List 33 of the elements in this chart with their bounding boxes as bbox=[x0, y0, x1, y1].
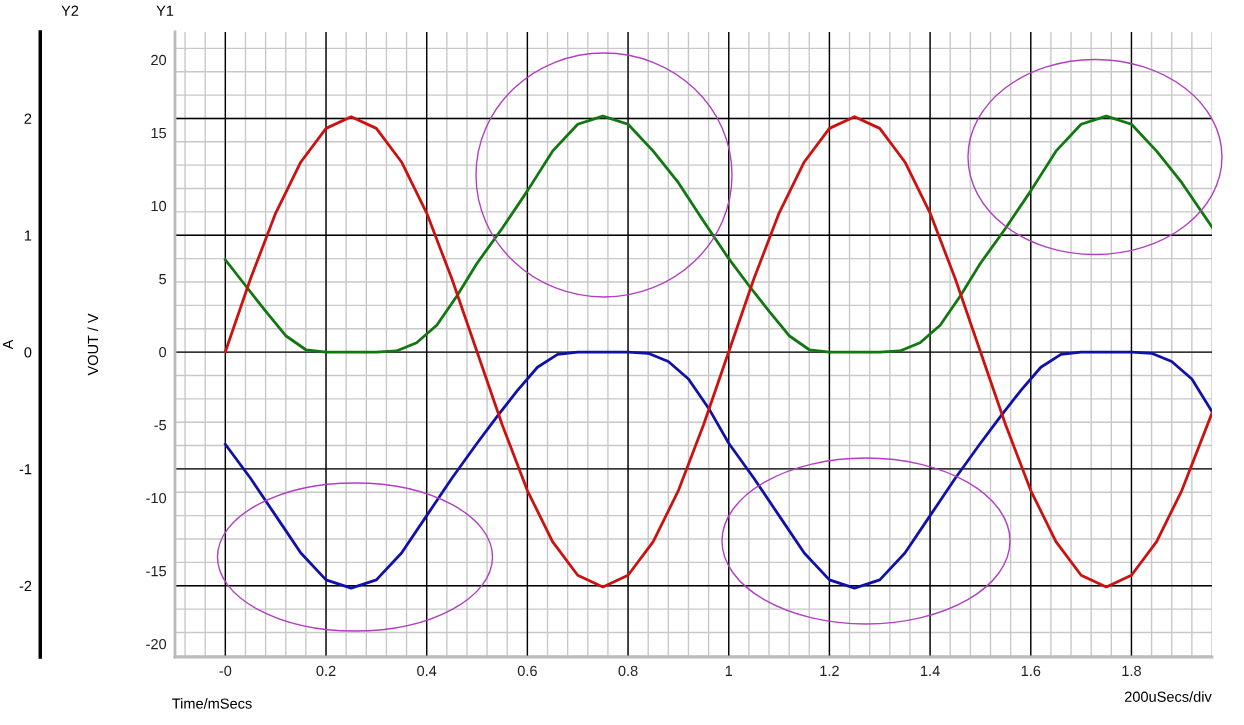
x-tick-label: 1.8 bbox=[1122, 665, 1141, 677]
line-series bbox=[223, 350, 1212, 590]
y2-tick-label: -2 bbox=[19, 580, 32, 592]
x-tick-label: -0 bbox=[219, 665, 232, 677]
x-tick-label: 1.6 bbox=[1021, 665, 1041, 677]
y-tick-label: 20 bbox=[151, 54, 167, 66]
x-tick-label: 0.4 bbox=[417, 665, 437, 677]
x-tick-label: 1 bbox=[725, 665, 733, 676]
x-axis-title: Time/mSecs bbox=[172, 698, 252, 709]
line-series bbox=[223, 114, 1212, 354]
x-tick-label: 1.2 bbox=[820, 665, 839, 676]
text: Y2 bbox=[61, 5, 79, 16]
y-tick-label: 15 bbox=[151, 128, 167, 139]
y2-axis-title: A bbox=[2, 339, 13, 350]
x-tick-label: 0.6 bbox=[517, 665, 537, 677]
y2-tick-label: 1 bbox=[24, 230, 32, 241]
y2-tick-label: 0 bbox=[24, 347, 32, 358]
line-series bbox=[223, 115, 1212, 589]
y-tick-label: 10 bbox=[151, 200, 167, 212]
y-tick-label: 0 bbox=[159, 346, 167, 358]
text: 200uSecs/div bbox=[1124, 691, 1212, 702]
y-tick-label: -10 bbox=[146, 492, 167, 504]
y-tick-label: 5 bbox=[159, 274, 167, 285]
y-axis-title: VOUT / V bbox=[87, 313, 99, 376]
x-tick-label: 0.8 bbox=[618, 665, 638, 677]
y2-tick-label: -1 bbox=[19, 464, 32, 475]
x-tick-label: 0.2 bbox=[316, 665, 336, 677]
text: Y1 bbox=[156, 5, 174, 16]
y-tick-label: -5 bbox=[154, 420, 167, 431]
x-tick-label: 1.4 bbox=[921, 665, 940, 676]
y-tick-label: -20 bbox=[146, 638, 167, 650]
y2-tick-label: 2 bbox=[24, 113, 32, 124]
y-tick-label: -15 bbox=[146, 566, 167, 577]
